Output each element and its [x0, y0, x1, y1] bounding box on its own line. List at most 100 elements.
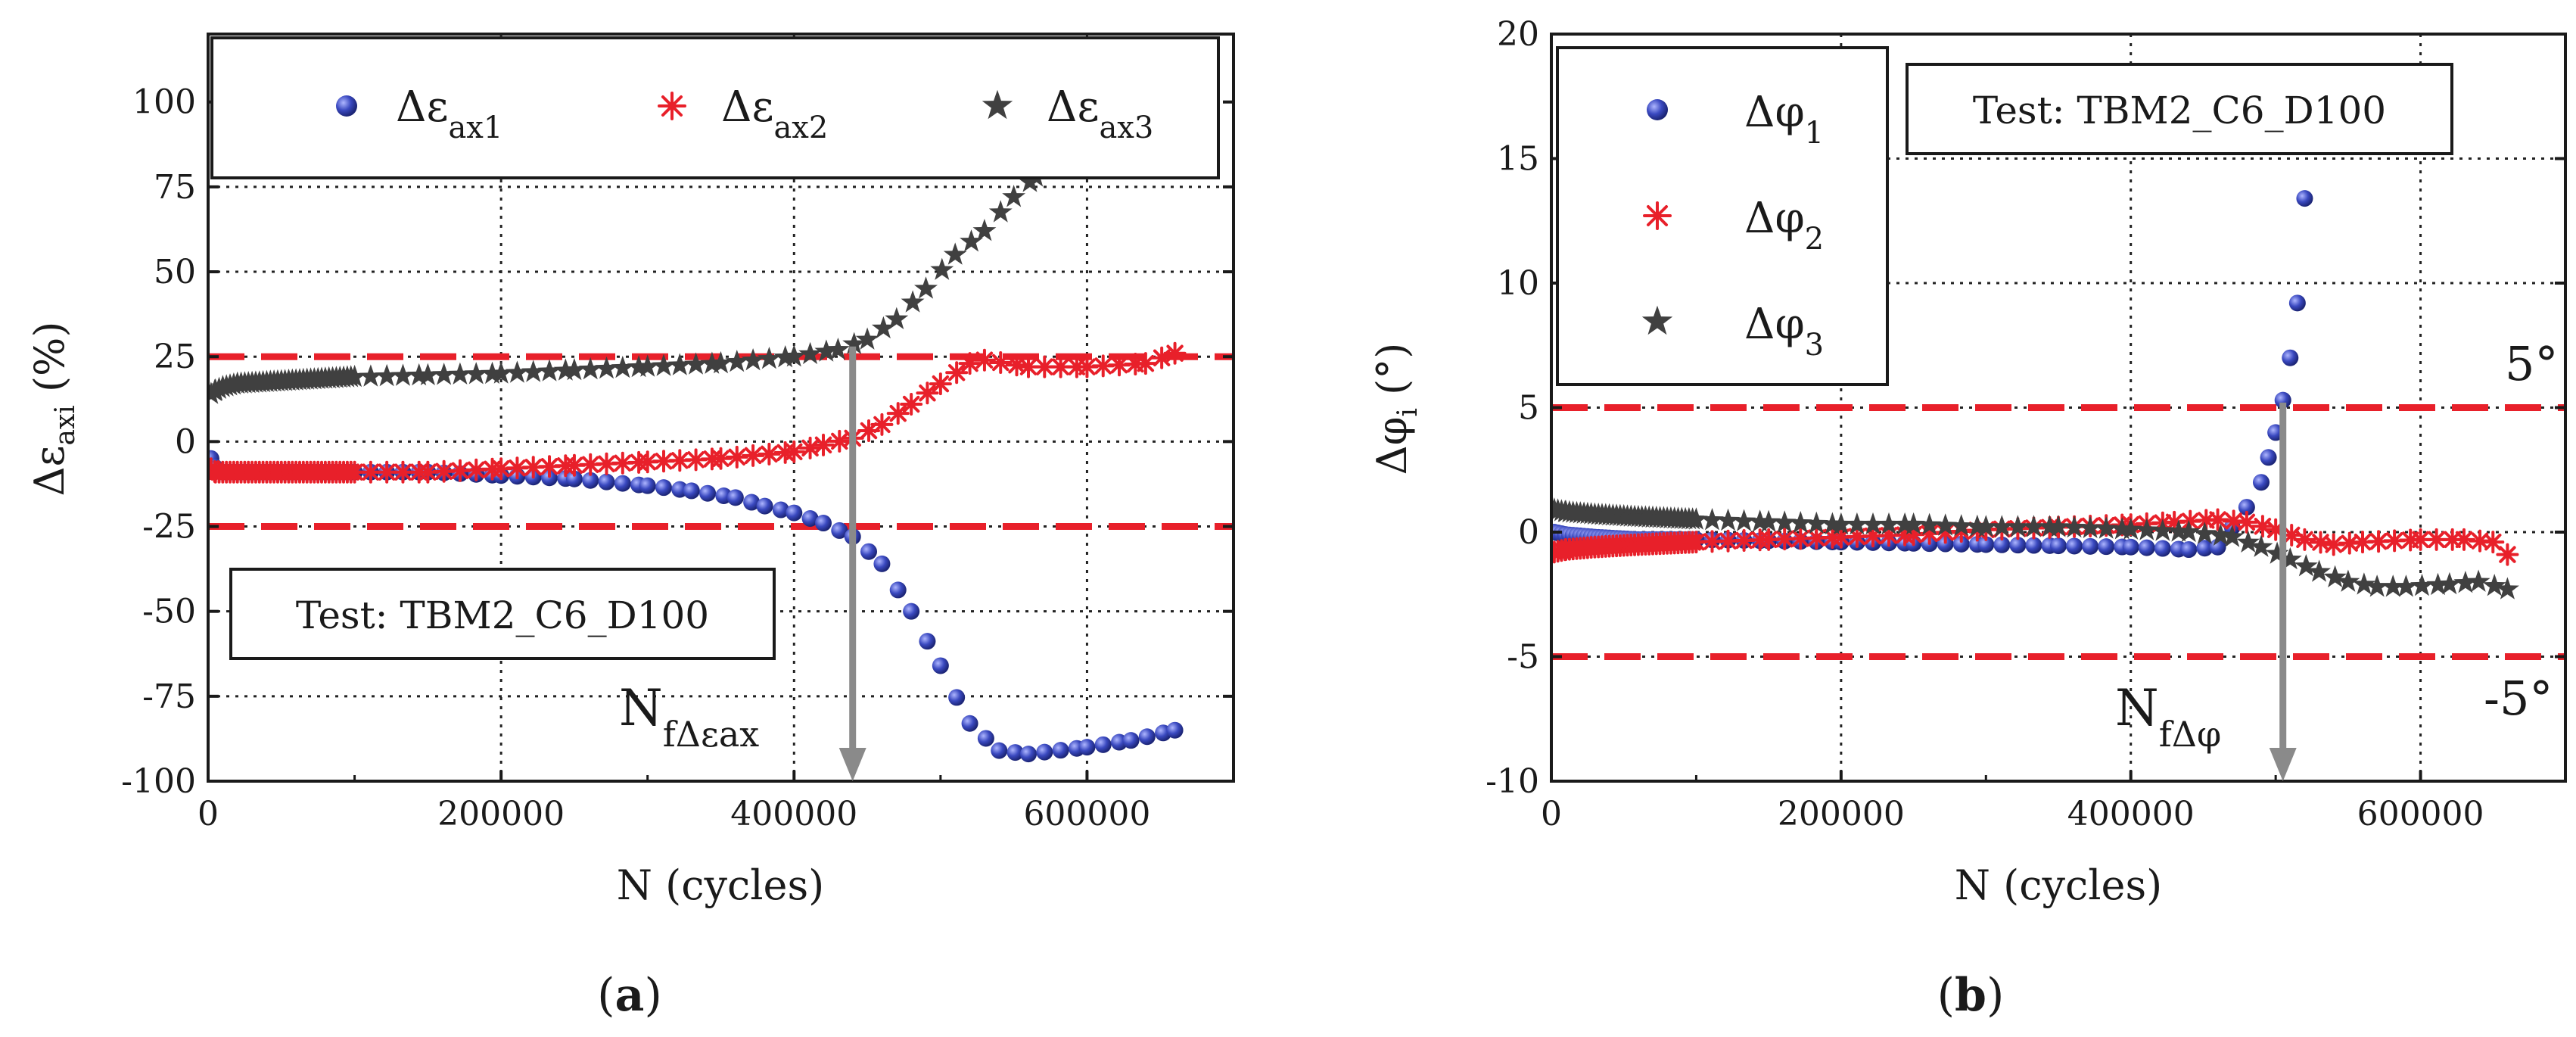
- data-point-circle: [639, 477, 656, 494]
- data-point-circle: [961, 715, 978, 732]
- panel-b-legend-entries: Δφ1 Δφ2 Δφ3: [1641, 88, 1824, 363]
- panel-b-thresholds: [1551, 404, 2565, 660]
- data-point-asterisk: [900, 393, 923, 416]
- data-point-star: [1820, 512, 1844, 534]
- data-point-circle: [815, 515, 832, 532]
- panel-b-y-axis-label: Δφi (°): [1368, 343, 1423, 475]
- panel-a-test-box: Test: TBM2_C6_D100: [229, 568, 776, 660]
- data-point-star: [2394, 575, 2418, 597]
- data-point-circle: [2050, 537, 2067, 555]
- data-point-star: [1700, 508, 1724, 531]
- panel-b-legend: Δφ1 Δφ2 Δφ3: [1556, 46, 1889, 386]
- data-point-circle: [1138, 728, 1156, 746]
- data-point-star: [2220, 525, 2245, 547]
- data-point-asterisk: [798, 436, 822, 459]
- x-tick-label: 600000: [2357, 795, 2484, 833]
- data-point-asterisk: [1757, 528, 1781, 551]
- data-point-star: [2249, 534, 2273, 557]
- data-point-star: [407, 363, 431, 386]
- data-point-circle: [2025, 537, 2042, 554]
- data-point-star: [700, 351, 724, 374]
- data-point-star: [391, 363, 415, 386]
- data-point-asterisk: [828, 429, 851, 453]
- data-point-circle: [2253, 474, 2270, 491]
- y-tick-label: -5: [1507, 638, 1539, 677]
- data-point-star: [2110, 517, 2134, 540]
- data-point-star: [2496, 577, 2519, 599]
- panel-a-axes-frame: [207, 33, 1235, 783]
- data-point-star: [521, 360, 546, 382]
- data-point-circle: [2288, 294, 2306, 312]
- data-point-circle: [582, 472, 599, 489]
- data-point-circle: [2122, 538, 2139, 556]
- data-point-star: [2438, 571, 2462, 595]
- data-point-asterisk: [562, 453, 586, 477]
- data-point-asterisk: [1773, 528, 1797, 551]
- data-point-star: [2426, 572, 2450, 596]
- data-point-star: [725, 350, 749, 372]
- data-point-circle: [2296, 190, 2313, 207]
- series-delta-eps-ax2: [208, 341, 1187, 484]
- data-point-circle: [2009, 537, 2027, 554]
- data-point-circle: [1006, 744, 1024, 761]
- data-point-star: [2453, 571, 2478, 593]
- data-point-star: [2046, 515, 2070, 537]
- data-point-circle: [860, 543, 878, 560]
- data-point-star: [627, 355, 651, 378]
- data-point-star: [432, 363, 456, 385]
- data-point-asterisk: [1049, 355, 1072, 378]
- legend-marker-asterisk: [1643, 201, 1672, 230]
- data-point-star: [684, 352, 708, 375]
- data-point-star: [1748, 509, 1772, 532]
- data-point-circle: [756, 497, 773, 515]
- data-point-asterisk: [490, 457, 513, 481]
- data-point-star: [1902, 512, 1925, 535]
- x-tick-label: 200000: [437, 795, 565, 833]
- data-point-asterisk: [1163, 341, 1187, 365]
- data-point-circle: [991, 742, 1008, 759]
- data-point-circle: [2082, 537, 2099, 555]
- y-tick-label: -10: [1486, 762, 1539, 801]
- data-point-circle: [1166, 721, 1184, 739]
- panel-b-test-box-frame: [1906, 63, 2453, 155]
- data-point-star: [773, 345, 798, 368]
- data-point-star: [741, 348, 765, 371]
- data-point-asterisk: [929, 372, 952, 396]
- y-tick-label: -100: [121, 762, 196, 801]
- data-point-asterisk: [1005, 353, 1028, 377]
- data-point-asterisk: [916, 381, 939, 405]
- y-tick-label: 0: [175, 422, 196, 461]
- y-tick-label: 50: [154, 253, 196, 291]
- data-point-star: [343, 364, 366, 388]
- data-point-star: [2176, 519, 2201, 543]
- data-point-asterisk: [521, 456, 545, 479]
- data-point-star: [1949, 514, 1974, 537]
- data-point-star: [1934, 513, 1958, 536]
- data-point-star: [1893, 512, 1917, 535]
- data-point-circle: [726, 489, 744, 506]
- data-point-star: [943, 242, 967, 265]
- data-point-circle: [2282, 349, 2299, 366]
- x-tick-label: 0: [198, 795, 219, 833]
- data-point-star: [901, 290, 925, 313]
- panel-a-ticks: 0 200000 400000 600000 100 75 50 25 0 -25 -50 -75 -1…: [121, 83, 1234, 833]
- data-point-star: [1732, 509, 1756, 531]
- x-tick-label: 200000: [1778, 795, 1905, 833]
- data-point-star: [2265, 541, 2289, 564]
- panel-b-plot-area: [1551, 190, 2519, 599]
- data-point-circle: [1020, 746, 1037, 763]
- data-point-star: [757, 347, 781, 369]
- data-point-circle: [977, 730, 994, 747]
- data-point-star: [2119, 517, 2143, 540]
- panel-a: 0 200000 400000 600000 100 75 50 25 0 -25 -50 -75 -1…: [26, 33, 1235, 1022]
- y-tick-label: 20: [1497, 15, 1539, 54]
- legend-marker-star: [982, 89, 1013, 120]
- data-point-star: [464, 362, 488, 385]
- legend-label: Δεax3: [1047, 83, 1153, 145]
- data-point-asterisk: [2409, 528, 2432, 551]
- data-point-star: [1861, 512, 1885, 535]
- failure-arrow-head: [838, 748, 866, 781]
- data-point-asterisk: [2453, 528, 2475, 551]
- data-point-star: [1002, 185, 1026, 207]
